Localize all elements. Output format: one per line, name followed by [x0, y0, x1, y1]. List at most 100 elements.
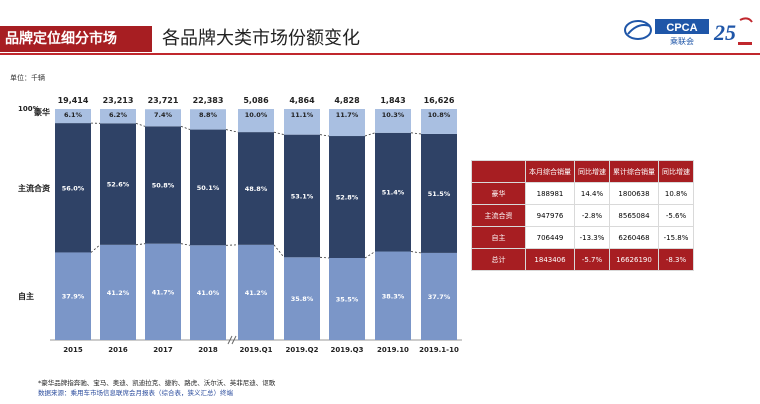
data-label: 41.2%: [107, 289, 130, 297]
data-source: 数据来源：乘用车市场信息联席会月报表（综合表，狭义汇总）终端: [38, 389, 233, 397]
category-label: 2017: [153, 346, 173, 354]
bar-segment: [421, 252, 457, 340]
data-label: 10.3%: [382, 111, 405, 119]
connector-line: [319, 256, 330, 259]
data-label: 10.0%: [245, 111, 268, 119]
table-cell: -8.3%: [658, 248, 694, 271]
bar-segment: [238, 132, 274, 245]
table-header-cell: 同比增速: [574, 160, 610, 183]
total-label: 16,626: [424, 96, 455, 105]
connector-line: [364, 251, 376, 259]
table-cell: -5.7%: [574, 248, 610, 271]
total-label: 5,086: [243, 96, 269, 105]
bar-segment: [375, 251, 411, 340]
bar-segment: [421, 109, 457, 134]
data-label: 7.4%: [154, 111, 173, 119]
data-label: 35.5%: [336, 295, 359, 303]
data-label: 41.7%: [152, 288, 175, 296]
logo-subtext: 乘联会: [670, 36, 694, 46]
anniversary-25-icon: 25: [713, 17, 753, 45]
footnote: *豪华品牌指奔驰、宝马、奥迪、凯迪拉克、捷豹、路虎、沃尔沃、英菲尼迪、讴歌: [38, 379, 276, 387]
data-label: 10.8%: [428, 111, 451, 119]
table-cell: -5.6%: [658, 204, 694, 227]
table-cell: 14.4%: [574, 182, 610, 205]
table-cell: 947976: [525, 204, 575, 227]
axis-break-mark: [231, 335, 237, 345]
table-header-row: 本月综合销量 同比增速 累计综合销量 同比增速: [471, 160, 694, 183]
table-cell: 706449: [525, 226, 575, 249]
table-cell: 188981: [525, 182, 575, 205]
data-label: 37.9%: [62, 293, 85, 301]
table-cell: 1800638: [609, 182, 659, 205]
table-cell: 8565084: [609, 204, 659, 227]
data-label: 52.8%: [336, 194, 359, 202]
bar-segment: [284, 109, 320, 135]
bar-segment: [100, 109, 136, 124]
section-tag: 品牌定位细分市场: [0, 26, 152, 52]
data-label: 41.2%: [245, 289, 268, 297]
category-label: 2019.Q3: [331, 346, 364, 354]
connector-line: [410, 251, 422, 254]
bar-segment: [55, 109, 91, 124]
category-label: 2019.1-10: [419, 346, 459, 354]
connector-line: [90, 244, 101, 253]
anniversary-number: 25: [713, 20, 736, 45]
bar-segment: [190, 129, 226, 246]
total-label: 4,828: [334, 96, 360, 105]
table-row: 豪华 188981 14.4% 1800638 10.8%: [471, 182, 694, 205]
category-label: 2019.Q1: [240, 346, 273, 354]
data-label: 37.7%: [428, 293, 451, 301]
bar-segment: [238, 244, 274, 340]
total-label: 4,864: [289, 96, 315, 105]
data-label: 41.0%: [197, 289, 220, 297]
header-divider: [0, 53, 760, 55]
data-label: 11.1%: [291, 111, 314, 119]
data-label: 50.8%: [152, 181, 175, 189]
row-label: 自主: [471, 226, 526, 249]
bar-segment: [190, 109, 226, 130]
connector-line: [319, 134, 330, 137]
data-label: 6.2%: [109, 111, 128, 119]
bar-segment: [329, 136, 365, 258]
data-label: 51.5%: [428, 190, 451, 198]
category-label: 2016: [108, 346, 128, 354]
connector-line: [135, 243, 146, 246]
bar-segment: [55, 123, 91, 253]
table-header-cell: 累计综合销量: [609, 160, 659, 183]
bar-segment: [145, 109, 181, 127]
table-cell: 1843406: [525, 248, 575, 271]
table-row: 主流合资 947976 -2.8% 8565084 -5.6%: [471, 204, 694, 227]
connector-line: [135, 122, 146, 127]
cpca-logo-icon: CPCA 乘联会: [624, 19, 709, 46]
bar-segment: [329, 257, 365, 340]
connector-line: [225, 129, 239, 133]
table-cell: 16626190: [609, 248, 659, 271]
connector-line: [364, 132, 376, 137]
bar-segment: [284, 134, 320, 258]
series-label: 自主: [18, 291, 34, 301]
axis-break-mark: [227, 335, 233, 345]
connector-line: [180, 243, 191, 246]
series-label: 豪华: [34, 107, 50, 117]
data-label: 6.1%: [64, 111, 83, 119]
total-label: 22,383: [193, 96, 224, 105]
data-label: 50.1%: [197, 184, 220, 192]
unit-label: 单位：千辆: [10, 74, 45, 82]
row-label: 总计: [471, 248, 526, 271]
total-label: 1,843: [380, 96, 405, 105]
bar-segment: [100, 244, 136, 340]
data-label: 38.3%: [382, 292, 405, 300]
bar-segment: [375, 109, 411, 133]
table-header-cell: 本月综合销量: [525, 160, 575, 183]
data-label: 53.1%: [291, 192, 314, 200]
market-share-chart: 100% 37.9% 56.0% 6.1% 19,414 2015 41.2% 52.6% 6.…: [18, 96, 462, 354]
data-label: 51.4%: [382, 189, 405, 197]
sales-table: 本月综合销量 同比增速 累计综合销量 同比增速 豪华 188981 14.4% …: [471, 160, 694, 271]
category-label: 2019.10: [377, 346, 409, 354]
total-label: 23,721: [148, 96, 179, 105]
bar-segment: [375, 132, 411, 252]
table-cell: -15.8%: [658, 226, 694, 249]
page-title: 各品牌大类市场份额变化: [162, 28, 360, 49]
y-top-label: 100%: [18, 105, 40, 113]
connector-line: [273, 131, 285, 136]
